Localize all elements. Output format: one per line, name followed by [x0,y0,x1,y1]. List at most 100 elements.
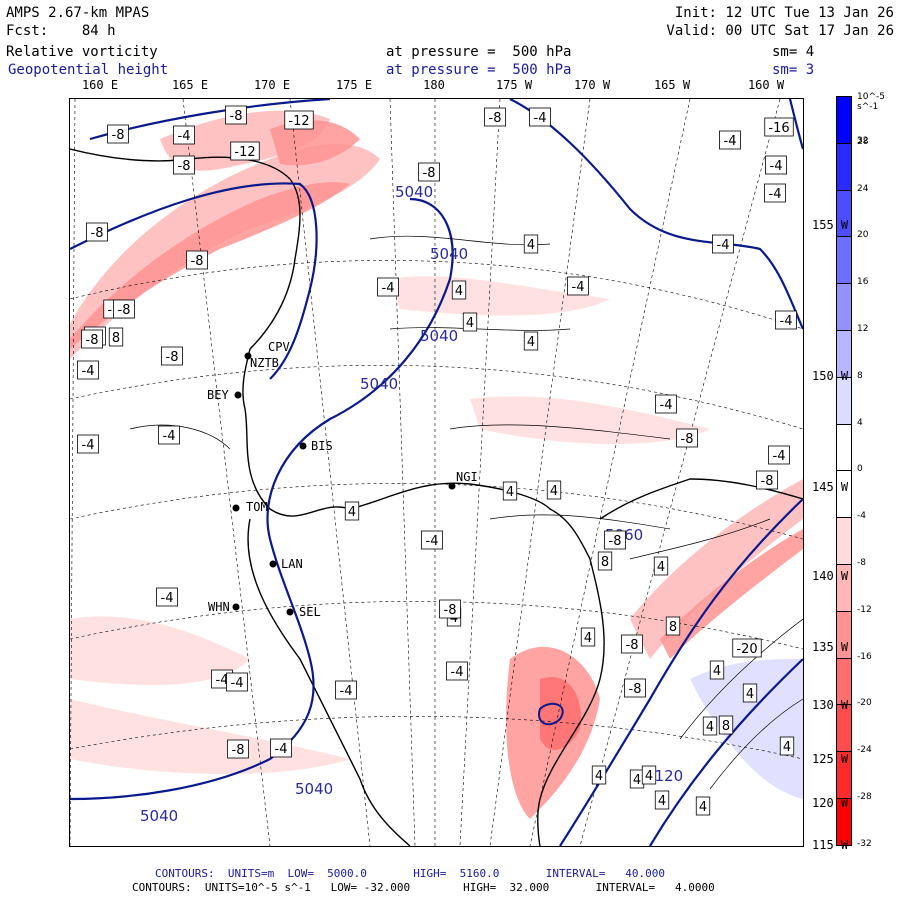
vorticity-label: 4 [546,480,562,500]
colorbar-tick: -12 [857,604,872,615]
fcst-label: Fcst: [6,23,49,39]
colorbar-segment [837,705,851,753]
lon-label: 165 W [653,78,691,92]
vorticity-label: -8 [439,599,461,619]
vorticity-label: -8 [173,155,195,175]
vorticity-label: -8 [107,124,129,144]
station-ngi: NGI [456,470,478,484]
svg-text:4: 4 [584,631,592,646]
svg-text:-4: -4 [572,280,585,295]
station-whn: WHN [208,600,230,614]
svg-text:4: 4 [746,687,754,702]
svg-text:8: 8 [601,555,609,570]
svg-text:-8: -8 [232,743,245,758]
svg-text:-8: -8 [191,254,204,269]
vorticity-label: 4 [580,627,596,647]
lat-label: 140 W [812,569,849,583]
svg-text:-4: -4 [161,591,174,606]
pressure-level-2: at pressure = 500 hPa [386,62,572,78]
vorticity-shading [70,110,803,819]
pressure-level-1: at pressure = 500 hPa [386,44,572,60]
svg-text:-8: -8 [91,226,104,241]
vorticity-label: -4 [77,434,99,454]
vorticity-label: -4 [77,360,99,380]
smoothing-1: sm= 4 [772,44,815,60]
vorticity-label: -8 [624,678,646,698]
lat-label: 145 W [812,480,849,494]
svg-text:-8: -8 [423,166,436,181]
svg-text:4: 4 [657,560,665,575]
footer-vorticity-contours: CONTOURS: UNITS=10^-5 s^-1 LOW= -32.000 … [132,881,715,894]
lat-label: 135 W [812,640,849,654]
svg-text:-4: -4 [382,281,395,296]
forecast-hour: Fcst: 84 h [6,22,116,40]
vorticity-label: -8 [676,428,698,448]
vorticity-label: 4 [523,234,539,254]
svg-text:-4: -4 [275,742,288,757]
footer-height-contours: CONTOURS: UNITS=m LOW= 5000.0 HIGH= 5160… [155,867,665,880]
vorticity-label: 8 [597,551,613,571]
vorticity-label: -4 [719,130,741,150]
colorbar-tick: -8 [857,558,866,568]
svg-text:-4: -4 [773,449,786,464]
vorticity-label: -4 [156,587,178,607]
height-labels: 50405040504050405040504050605120 [140,183,683,825]
lat-label: 120 W [812,796,849,810]
svg-text:-4: -4 [163,429,176,444]
colorbar-segment [837,752,851,799]
lat-label: 115 W [812,838,849,852]
colorbar-segment [837,284,851,331]
colorbar-tick: 4 [857,417,863,428]
vorticity-label: -16 [764,117,794,137]
lon-label: 170 W [573,78,611,92]
lat-label: 130 W [812,698,849,712]
station-sel: SEL [299,605,321,619]
lon-label: 180 [423,78,445,92]
height-contour-label: 5040 [295,780,333,798]
svg-text:-8: -8 [444,603,457,618]
vorticity-label: -4 [226,672,248,692]
svg-text:4: 4 [466,316,474,331]
station-tom: TOM [246,500,268,514]
svg-text:-20: -20 [736,642,757,657]
vorticity-contours [129,235,803,790]
vorticity-label: -8 [418,162,440,182]
vorticity-label: -12 [230,141,260,161]
colorbar [836,96,852,846]
vorticity-label: -8 [621,634,643,654]
lon-label: 170 E [253,78,291,92]
svg-text:-16: -16 [768,121,789,136]
vorticity-label: -4 [655,394,677,414]
vorticity-label: -4 [270,738,292,758]
vorticity-labels: -8-4-8-12-8-12-8-8-8-4-8-16-8-4-4-4444-4… [77,105,797,816]
vorticity-label: -8 [484,107,506,127]
height-contour-label: 5040 [140,807,178,825]
svg-text:4: 4 [645,769,653,784]
colorbar-segment [837,331,851,378]
lon-label: 175 W [495,78,533,92]
vorticity-label: 4 [742,683,758,703]
map-canvas: CPV NZTB BEY BIS NGI TOM LAN WHN SEL 504… [70,99,803,846]
svg-text:-4: -4 [724,134,737,149]
vorticity-label: 4 [695,796,711,816]
height-contour-label: 5040 [420,327,458,345]
svg-text:-8: -8 [626,638,639,653]
station-nztb: NZTB [250,356,279,370]
vorticity-label: 4 [702,716,718,736]
svg-text:4: 4 [783,740,791,755]
colorbar-segment [837,799,851,846]
colorbar-tick: 8 [857,370,863,381]
colorbar-tick: -24 [857,745,872,756]
vorticity-label: 4 [629,769,645,789]
vorticity-label: -8 [225,105,247,125]
svg-text:-8: -8 [489,111,502,126]
colorbar-tick: 28 [857,136,869,147]
vorticity-label: 4 [451,280,467,300]
svg-text:4: 4 [348,505,356,520]
station-markers [232,352,456,616]
svg-text:4: 4 [527,238,535,253]
colorbar-tick: 0 [857,464,863,475]
vorticity-label: -4 [768,445,790,465]
station-lan: LAN [281,557,303,571]
vorticity-label: 8 [665,616,681,636]
